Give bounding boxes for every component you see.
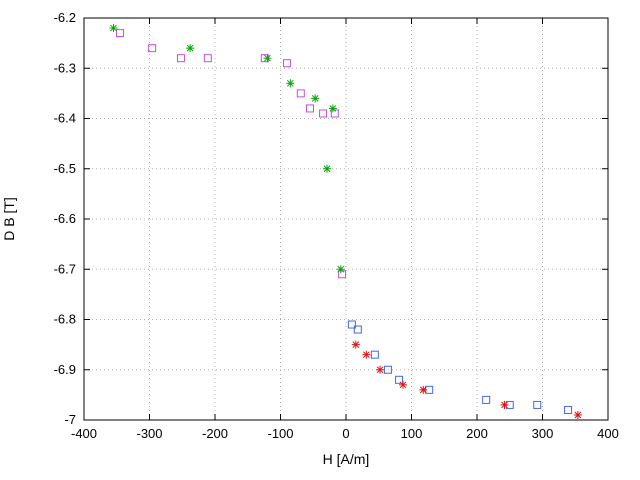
data-point-red-stars (419, 385, 428, 394)
data-point-red-stars (500, 400, 509, 409)
data-point-magenta-squares (203, 54, 212, 63)
x-tick-label: -400 (71, 426, 97, 441)
x-tick-label: -200 (202, 426, 228, 441)
data-point-magenta-squares (305, 104, 314, 113)
data-point-green-stars (109, 24, 118, 33)
x-tick-label: -300 (136, 426, 162, 441)
y-tick-label: -6.4 (54, 111, 76, 126)
data-point-red-stars (362, 350, 371, 359)
data-point-green-stars (323, 164, 332, 173)
data-point-red-stars (398, 380, 407, 389)
data-point-blue-squares (353, 325, 362, 334)
data-point-magenta-squares (116, 29, 125, 38)
tick-layer: -400 -300 -200 -100 0 100 200 300 400 -7 -6.9 -6.8 -… (54, 10, 619, 441)
data-point-red-stars (351, 340, 360, 349)
y-tick-label: -6.2 (54, 10, 76, 25)
points-layer (109, 24, 582, 419)
data-point-blue-squares (482, 395, 491, 404)
data-point-magenta-squares (148, 44, 157, 53)
x-axis-label: H [A/m] (323, 451, 370, 467)
data-point-blue-squares (395, 375, 404, 384)
data-point-green-stars (328, 104, 337, 113)
data-point-magenta-squares (296, 89, 305, 98)
data-point-red-stars (573, 410, 582, 419)
data-point-magenta-squares (176, 54, 185, 63)
data-point-green-stars (311, 94, 320, 103)
y-tick-label: -6.3 (54, 60, 76, 75)
data-point-magenta-squares (338, 270, 347, 279)
x-tick-label: 0 (342, 426, 349, 441)
x-tick-label: -100 (267, 426, 293, 441)
data-point-blue-squares (347, 320, 356, 329)
data-point-magenta-squares (283, 59, 292, 68)
y-tick-label: -6.7 (54, 261, 76, 276)
x-tick-label: 100 (401, 426, 423, 441)
x-tick-label: 300 (532, 426, 554, 441)
x-tick-label: 400 (597, 426, 619, 441)
data-point-blue-squares (370, 350, 379, 359)
y-tick-label: -6.9 (54, 362, 76, 377)
data-point-blue-squares (383, 365, 392, 374)
data-point-green-stars (186, 44, 195, 53)
y-tick-label: -6.8 (54, 312, 76, 327)
data-point-green-stars (336, 265, 345, 274)
y-tick-label: -6.5 (54, 161, 76, 176)
plot-border (83, 17, 609, 421)
y-tick-label: -6.6 (54, 211, 76, 226)
y-tick-label: -7 (64, 412, 76, 427)
data-point-green-stars (286, 79, 295, 88)
data-point-green-stars (263, 54, 272, 63)
x-tick-label: 200 (466, 426, 488, 441)
data-point-blue-squares (533, 400, 542, 409)
data-point-magenta-squares (319, 109, 328, 118)
data-point-blue-squares (564, 405, 573, 414)
grid-layer (83, 17, 609, 421)
data-point-red-stars (376, 365, 385, 374)
y-axis-label: D B [T] (1, 197, 17, 241)
